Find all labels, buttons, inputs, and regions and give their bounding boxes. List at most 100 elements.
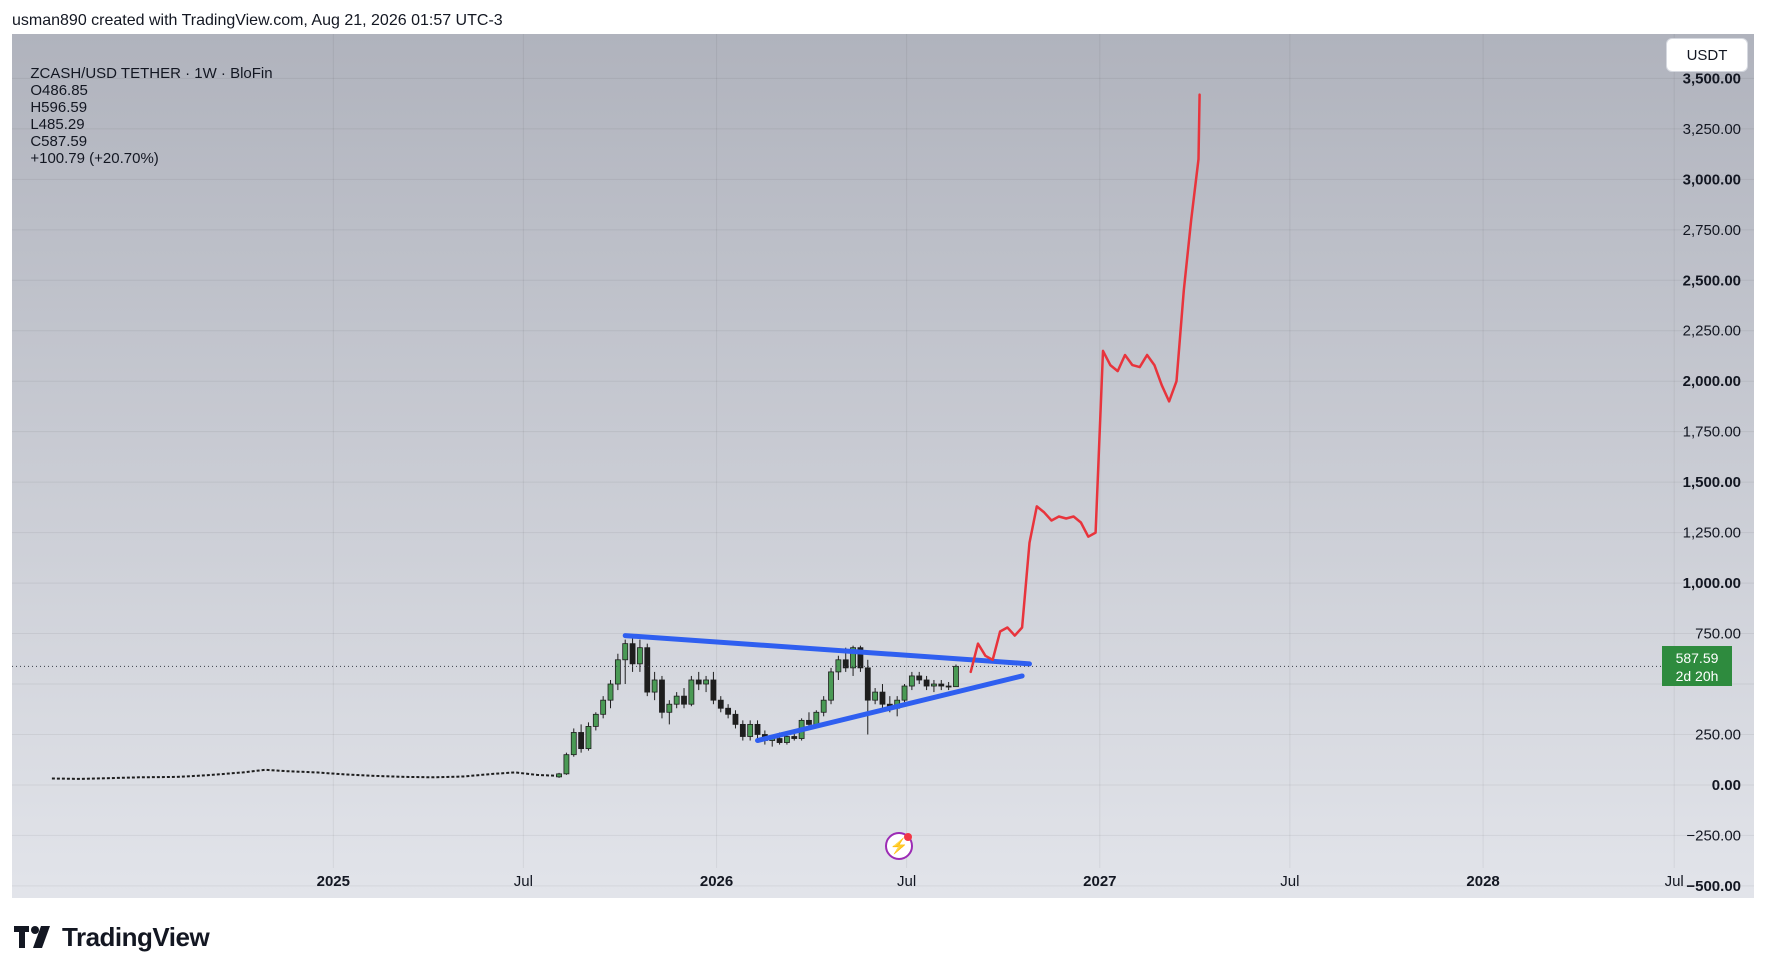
legend-high: H596.59 <box>30 99 88 116</box>
candle-body <box>857 647 864 669</box>
price-tick-label: 2,750.00 <box>1683 222 1741 239</box>
candle-body <box>908 675 915 687</box>
legend-close: C587.59 <box>30 133 88 150</box>
triangle-trendlines[interactable] <box>622 633 1032 744</box>
candle-body <box>747 723 754 737</box>
time-tick-label: 2025 <box>317 873 350 890</box>
tradingview-logo-text: TradingView <box>62 921 210 952</box>
candle-body <box>607 683 614 701</box>
notification-dot-icon <box>904 833 912 841</box>
price-tick-label: 1,500.00 <box>1683 474 1741 491</box>
projection-line <box>969 93 1201 674</box>
candle-body <box>923 679 930 687</box>
candle-body <box>864 667 871 701</box>
price-tick-label: 3,500.00 <box>1683 70 1741 87</box>
bar-countdown: 2d 20h <box>1675 668 1719 685</box>
price-tick-label: 3,250.00 <box>1683 121 1741 138</box>
candle-body <box>784 736 790 743</box>
lightning-icon[interactable]: ⚡ <box>885 832 913 860</box>
price-tick-label: 1,250.00 <box>1683 525 1741 542</box>
legend-low: L485.29 <box>30 116 85 133</box>
projection-drawing[interactable] <box>969 93 1201 674</box>
candle-body <box>820 699 827 713</box>
candle-body <box>695 679 702 685</box>
candle-body <box>945 685 952 688</box>
candle-body <box>717 699 724 709</box>
price-tick-label: 2,500.00 <box>1683 272 1741 289</box>
candle-body <box>556 773 562 778</box>
time-tick-label: Jul <box>1665 873 1684 890</box>
chart-credit: usman890 created with TradingView.com, A… <box>12 12 503 29</box>
legend-symbol[interactable]: ZCASH/USD TETHER · 1W · BloFin <box>30 65 273 82</box>
candle-body <box>681 695 687 705</box>
candle-body <box>703 679 709 685</box>
time-tick-label: 2028 <box>1466 873 1499 890</box>
candle-body <box>732 713 739 725</box>
candle-body <box>842 659 849 669</box>
price-axis[interactable]: −500.00 −250.00 0.00 250.00 750.00 1,000.00 1,… <box>1683 70 1741 894</box>
candle-body <box>622 643 629 661</box>
candle-body <box>710 679 717 701</box>
tradingview-logo-icon <box>14 926 50 948</box>
legend-change: +100.79 (+20.70%) <box>30 150 159 167</box>
candle-body <box>570 732 577 756</box>
time-axis[interactable]: 2025 Jul 2026 Jul 2027 Jul 2028 Jul <box>317 873 1684 890</box>
chart-background <box>12 34 1754 898</box>
candle-body <box>901 685 908 701</box>
current-price-tag: 587.59 2d 20h <box>1662 646 1732 687</box>
price-tick-label: 250.00 <box>1695 726 1741 743</box>
candle-body <box>688 679 695 705</box>
candle-body <box>651 679 658 693</box>
price-tick-label: 0.00 <box>1712 777 1741 794</box>
candle-body <box>938 683 945 687</box>
price-tick-label: 2,000.00 <box>1683 373 1741 390</box>
price-tick-label: −500.00 <box>1686 878 1741 895</box>
candle-body <box>813 711 820 725</box>
candle-body <box>879 691 886 705</box>
candle-body <box>578 732 585 750</box>
symbol-legend[interactable]: ZCASH/USD TETHER · 1W · BloFin O486.85 H… <box>22 48 281 167</box>
grid-lines <box>12 34 1754 887</box>
candle-body <box>585 726 592 750</box>
time-tick-label: Jul <box>1280 873 1299 890</box>
price-tick-label: 1,000.00 <box>1683 575 1741 592</box>
currency-button[interactable]: USDT <box>1667 39 1747 71</box>
candle-body <box>791 736 798 739</box>
candle-body <box>828 671 834 701</box>
candle-body <box>754 723 761 735</box>
pre-history-series <box>51 768 560 780</box>
price-tick-label: −250.00 <box>1686 827 1741 844</box>
candlestick-series <box>556 635 959 778</box>
candle-body <box>739 723 746 737</box>
candle-body <box>637 647 643 665</box>
candle-body <box>614 659 621 685</box>
candle-body <box>629 643 636 665</box>
legend-open: O486.85 <box>30 82 88 99</box>
candle-body <box>806 719 812 725</box>
price-tick-label: 750.00 <box>1695 626 1741 643</box>
tradingview-logo[interactable]: TradingView <box>14 921 210 952</box>
price-tick-label: 3,000.00 <box>1683 171 1741 188</box>
pre-history-line <box>51 768 560 780</box>
trendline-lower <box>755 673 1025 744</box>
time-tick-label: Jul <box>897 873 916 890</box>
candle-body <box>872 691 879 701</box>
candle-body <box>600 699 607 715</box>
candle-body <box>776 738 783 743</box>
candle-body <box>666 703 673 713</box>
candle-body <box>953 665 959 688</box>
candle-body <box>592 713 599 727</box>
candle-body <box>931 683 937 687</box>
candle-body <box>563 754 570 775</box>
time-tick-label: Jul <box>514 873 533 890</box>
candle-body <box>916 675 923 681</box>
candle-body <box>659 679 665 713</box>
current-price-value: 587.59 <box>1675 650 1719 667</box>
candle-body <box>725 707 732 715</box>
price-tick-label: 2,250.00 <box>1683 323 1741 340</box>
candle-body <box>850 647 856 669</box>
time-tick-label: 2026 <box>700 873 733 890</box>
candle-body <box>644 647 651 693</box>
price-tick-label: 1,750.00 <box>1683 424 1741 441</box>
